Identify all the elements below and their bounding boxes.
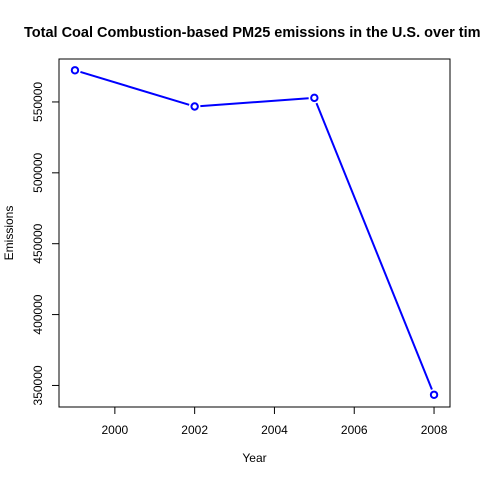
series-line-segment (200, 97, 309, 108)
x-axis: 2000 2002 2004 2006 2008 (102, 406, 448, 437)
x-axis-label: Year (242, 451, 266, 465)
data-point (70, 66, 80, 75)
series-line-segment (80, 70, 190, 106)
y-axis: 350000 400000 450000 500000 550000 (31, 82, 60, 405)
series-layer (70, 66, 439, 399)
y-tick-label: 350000 (31, 365, 45, 405)
data-point (190, 102, 199, 111)
x-tick-label: 2000 (102, 423, 129, 437)
series-line-segment (315, 102, 433, 390)
x-tick-label: 2006 (341, 423, 368, 437)
x-tick-label: 2002 (181, 423, 208, 437)
y-axis-label: Emissions (2, 206, 16, 261)
data-point (429, 390, 439, 399)
y-tick-label: 400000 (31, 294, 45, 334)
x-tick-label: 2004 (261, 423, 288, 437)
data-point (310, 93, 319, 103)
x-tick-label: 2008 (421, 423, 448, 437)
y-tick-label: 500000 (31, 152, 45, 192)
y-tick-label: 450000 (31, 223, 45, 263)
chart-title: Total Coal Combustion-based PM25 emissio… (24, 25, 480, 41)
y-tick-label: 550000 (31, 82, 45, 122)
